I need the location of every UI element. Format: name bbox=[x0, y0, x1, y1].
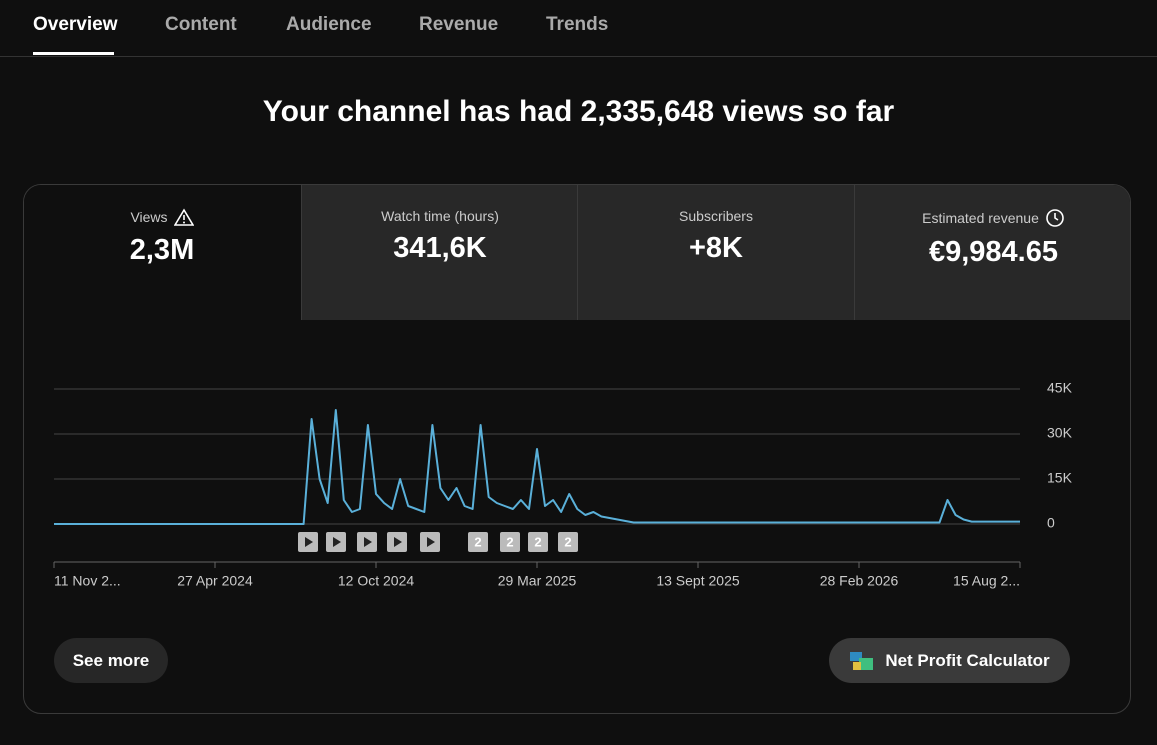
tab[interactable]: Trends bbox=[546, 14, 609, 35]
metric[interactable]: Estimated revenue €9,984.65 bbox=[854, 185, 1130, 320]
annotation-label: 2 bbox=[506, 534, 513, 549]
metric-label: Subscribers bbox=[679, 208, 753, 224]
metric[interactable]: Views 2,3M bbox=[24, 185, 300, 320]
annotation-label: 2 bbox=[564, 534, 571, 549]
calculator-logo bbox=[850, 651, 874, 670]
y-tick-label: 45K bbox=[1047, 380, 1073, 396]
x-tick-label: 15 Aug 2... bbox=[953, 573, 1020, 589]
see-more-button[interactable]: See more bbox=[54, 638, 168, 683]
x-tick-label: 29 Mar 2025 bbox=[498, 573, 577, 589]
y-tick-label: 0 bbox=[1047, 515, 1055, 531]
annotation-label: 2 bbox=[534, 534, 541, 549]
y-tick-label: 30K bbox=[1047, 425, 1073, 441]
tab[interactable]: Revenue bbox=[419, 14, 499, 35]
annotation-badge bbox=[500, 532, 520, 552]
divider bbox=[0, 56, 1157, 57]
metric-value: 341,6K bbox=[393, 232, 487, 264]
annotation-badge bbox=[468, 532, 488, 552]
views-line bbox=[54, 409, 1020, 525]
tab[interactable]: Overview bbox=[33, 14, 118, 35]
metric-label: Estimated revenue bbox=[922, 210, 1039, 226]
x-tick-label: 11 Nov 2... bbox=[54, 573, 121, 589]
x-tick-label: 13 Sept 2025 bbox=[656, 573, 740, 589]
tab[interactable]: Content bbox=[165, 14, 237, 35]
metric-value: +8K bbox=[688, 232, 743, 264]
metric[interactable]: Subscribers +8K bbox=[577, 185, 854, 320]
x-tick-label: 28 Feb 2026 bbox=[820, 573, 899, 589]
card: Views 2,3M Watch time (hours) 341,6K Sub… bbox=[23, 184, 1131, 714]
annotation-label: 2 bbox=[474, 534, 481, 549]
metric-label: Watch time (hours) bbox=[381, 208, 499, 224]
y-tick-label: 15K bbox=[1047, 470, 1073, 486]
button-label: Net Profit Calculator bbox=[885, 650, 1050, 670]
metric-label: Views bbox=[130, 209, 168, 225]
headline: Your channel has had 2,335,648 views so … bbox=[262, 95, 895, 128]
warning-icon bbox=[173, 208, 194, 226]
annotation-badge bbox=[528, 532, 548, 552]
x-tick-label: 27 Apr 2024 bbox=[177, 573, 253, 589]
metric-value: €9,984.65 bbox=[928, 236, 1058, 268]
tab[interactable]: Audience bbox=[286, 14, 372, 35]
annotation-badge bbox=[558, 532, 578, 552]
tab-underline bbox=[33, 52, 114, 55]
clock-icon bbox=[1046, 209, 1064, 227]
x-tick-label: 12 Oct 2024 bbox=[338, 573, 414, 589]
button-label: See more bbox=[72, 650, 150, 670]
calculator-button[interactable]: Net Profit Calculator bbox=[829, 638, 1070, 683]
video-markers bbox=[298, 532, 440, 552]
metric[interactable]: Watch time (hours) 341,6K bbox=[301, 185, 578, 320]
views-chart: 0 15K 30K 45K 11 Nov 2... 27 Apr 2024 12 Oct 2… bbox=[53, 380, 1073, 589]
metric-value: 2,3M bbox=[129, 234, 195, 266]
